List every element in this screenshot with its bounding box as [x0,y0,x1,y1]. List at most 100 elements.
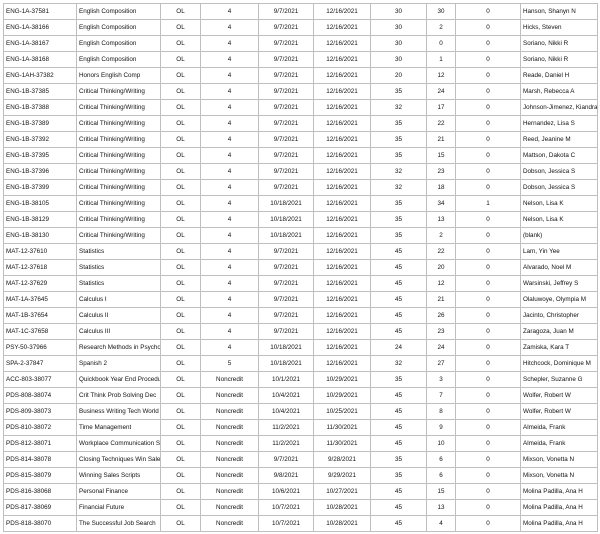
capacity: 45 [370,275,427,292]
instructor: Alvarado, Noel M [520,259,598,276]
course-code: PDS-817-38069 [3,499,77,516]
course-code: PDS-818-38070 [3,515,77,532]
units: 4 [200,259,259,276]
capacity: 45 [370,403,427,420]
start-date: 10/18/2021 [258,195,314,212]
course-code: ENG-1A-37581 [3,3,77,20]
enrolled: 12 [426,67,456,84]
waitlist: 0 [455,467,521,484]
capacity: 35 [370,227,427,244]
enrolled: 34 [426,195,456,212]
course-code: ENG-1AH-37382 [3,67,77,84]
end-date: 12/16/2021 [313,3,371,20]
course-code: PDS-810-38072 [3,419,77,436]
units: Noncredit [200,403,259,420]
start-date: 9/7/2021 [258,131,314,148]
units: Noncredit [200,467,259,484]
mode: OL [160,291,201,308]
enrolled: 9 [426,419,456,436]
course-name: Personal Finance [76,483,161,500]
capacity: 35 [370,211,427,228]
start-date: 10/4/2021 [258,403,314,420]
enrolled: 23 [426,323,456,340]
course-name: Spanish 2 [76,355,161,372]
waitlist: 0 [455,355,521,372]
course-name: Critical Thinking/Writing [76,179,161,196]
end-date: 10/28/2021 [313,515,371,532]
waitlist: 0 [455,259,521,276]
units: 4 [200,339,259,356]
instructor: Soriano, Nikki R [520,51,598,68]
start-date: 10/7/2021 [258,515,314,532]
capacity: 32 [370,163,427,180]
course-name: Critical Thinking/Writing [76,83,161,100]
table-row: PDS-815-38079 Winning Sales Scripts OL Nonc… [3,467,598,484]
units: 4 [200,51,259,68]
course-code: ENG-1B-37389 [3,115,77,132]
enrolled: 3 [426,371,456,388]
capacity: 20 [370,67,427,84]
mode: OL [160,67,201,84]
waitlist: 0 [455,67,521,84]
table-row: ENG-1B-37385 Critical Thinking/Writing OL 4… [3,83,598,100]
course-name: Calculus I [76,291,161,308]
mode: OL [160,323,201,340]
capacity: 45 [370,435,427,452]
table-row: ENG-1B-38130 Critical Thinking/Writing OL 4… [3,227,598,244]
enrolled: 17 [426,99,456,116]
course-name: Statistics [76,243,161,260]
waitlist: 0 [455,243,521,260]
end-date: 12/16/2021 [313,323,371,340]
start-date: 10/6/2021 [258,483,314,500]
instructor: Almeida, Frank [520,435,598,452]
end-date: 12/16/2021 [313,195,371,212]
table-row: PDS-809-38073 Business Writing Tech World… [3,403,598,420]
capacity: 45 [370,387,427,404]
course-code: MAT-12-37610 [3,243,77,260]
instructor: Nelson, Lisa K [520,195,598,212]
instructor: Schepler, Suzanne G [520,371,598,388]
enrolled: 8 [426,403,456,420]
course-code: MAT-1C-37658 [3,323,77,340]
instructor: Molina Padilla, Ana H [520,515,598,532]
capacity: 32 [370,355,427,372]
table-row: PDS-808-38074 Crit Think Prob Solving Dec… [3,387,598,404]
start-date: 9/7/2021 [258,51,314,68]
instructor: Reed, Jeanine M [520,131,598,148]
capacity: 45 [370,499,427,516]
course-code: ENG-1B-37396 [3,163,77,180]
course-code: ENG-1A-38167 [3,35,77,52]
table-row: PDS-818-38070 The Successful Job Search OL… [3,515,598,532]
mode: OL [160,147,201,164]
mode: OL [160,19,201,36]
end-date: 11/30/2021 [313,435,371,452]
waitlist: 0 [455,19,521,36]
start-date: 10/7/2021 [258,499,314,516]
instructor: Lam, Yin Yee [520,243,598,260]
instructor: Mixson, Vonetta N [520,467,598,484]
waitlist: 0 [455,435,521,452]
course-name: Financial Future [76,499,161,516]
instructor: Dobson, Jessica S [520,163,598,180]
capacity: 45 [370,515,427,532]
course-code: PSY-50-37966 [3,339,77,356]
units: 5 [200,355,259,372]
waitlist: 0 [455,163,521,180]
capacity: 35 [370,131,427,148]
course-name: Critical Thinking/Writing [76,195,161,212]
waitlist: 0 [455,499,521,516]
capacity: 35 [370,371,427,388]
end-date: 12/16/2021 [313,147,371,164]
course-code: PDS-812-38071 [3,435,77,452]
table-row: ENG-1A-38166 English Composition OL 4 9/7/20… [3,19,598,36]
course-code: PDS-815-38079 [3,467,77,484]
capacity: 45 [370,483,427,500]
table-row: MAT-1B-37654 Calculus II OL 4 9/7/2021 12/16/… [3,307,598,324]
start-date: 9/7/2021 [258,67,314,84]
course-name: Business Writing Tech World [76,403,161,420]
course-code: ENG-1B-37399 [3,179,77,196]
table-row: ENG-1A-37581 English Composition OL 4 9/7/20… [3,3,598,20]
waitlist: 0 [455,451,521,468]
